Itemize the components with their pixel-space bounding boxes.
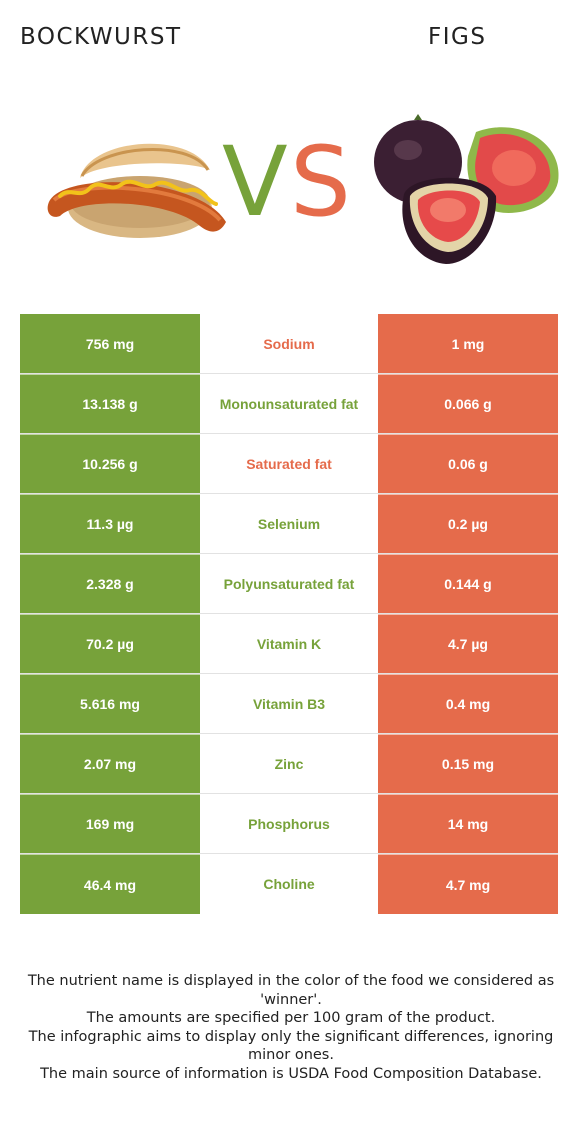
right-food-value: 14 mg (378, 794, 558, 853)
note-winner-color: The nutrient name is displayed in the co… (27, 973, 555, 1008)
figs-image (374, 114, 559, 264)
left-food-value: 11.3 µg (20, 494, 200, 553)
right-food-value: 1 mg (378, 314, 558, 373)
nutrient-name: Polyunsaturated fat (200, 554, 378, 613)
comparison-table: 756 mg Sodium 1 mg 13.138 g Monounsaturated … (20, 314, 558, 914)
right-food-title: FIGS (428, 24, 487, 50)
right-food-value: 4.7 µg (378, 614, 558, 673)
nutrient-name: Vitamin K (200, 614, 378, 673)
table-row: 5.616 mg Vitamin B3 0.4 mg (20, 674, 558, 734)
table-row: 169 mg Phosphorus 14 mg (20, 794, 558, 854)
left-food-title: BOCKWURST (20, 24, 182, 50)
table-row: 70.2 µg Vitamin K 4.7 µg (20, 614, 558, 674)
table-row: 2.328 g Polyunsaturated fat 0.144 g (20, 554, 558, 614)
table-row: 756 mg Sodium 1 mg (20, 314, 558, 374)
vs-letter-v: V (222, 126, 288, 238)
note-significant-differences: The infographic aims to display only the… (28, 1028, 554, 1064)
table-row: 11.3 µg Selenium 0.2 µg (20, 494, 558, 554)
table-row: 2.07 mg Zinc 0.15 mg (20, 734, 558, 794)
table-row: 46.4 mg Choline 4.7 mg (20, 854, 558, 914)
left-food-value: 169 mg (20, 794, 200, 853)
nutrient-name: Zinc (200, 734, 378, 793)
left-food-value: 2.07 mg (20, 734, 200, 793)
left-food-value: 756 mg (20, 314, 200, 373)
table-row: 13.138 g Monounsaturated fat 0.066 g (20, 374, 558, 434)
right-food-value: 0.2 µg (378, 494, 558, 553)
left-food-value: 10.256 g (20, 434, 200, 493)
note-data-source: The main source of information is USDA F… (40, 1065, 542, 1082)
left-food-value: 5.616 mg (20, 674, 200, 733)
vs-label: V S (222, 132, 352, 232)
note-per-100g: The amounts are specified per 100 gram o… (86, 1010, 496, 1026)
right-food-value: 4.7 mg (378, 854, 558, 914)
nutrient-name: Monounsaturated fat (200, 374, 378, 433)
nutrient-name: Choline (200, 854, 378, 914)
right-food-value: 0.144 g (378, 554, 558, 613)
left-food-value: 2.328 g (20, 554, 200, 613)
right-food-value: 0.4 mg (378, 674, 558, 733)
footer-notes: The nutrient name is displayed in the co… (18, 972, 564, 1083)
left-food-value: 13.138 g (20, 374, 200, 433)
nutrient-name: Phosphorus (200, 794, 378, 853)
left-food-value: 70.2 µg (20, 614, 200, 673)
left-food-value: 46.4 mg (20, 854, 200, 914)
nutrient-name: Selenium (200, 494, 378, 553)
right-food-value: 0.15 mg (378, 734, 558, 793)
bockwurst-in-bun-image (47, 143, 226, 238)
nutrient-name: Saturated fat (200, 434, 378, 493)
nutrient-name: Vitamin B3 (200, 674, 378, 733)
table-row: 10.256 g Saturated fat 0.06 g (20, 434, 558, 494)
right-food-value: 0.066 g (378, 374, 558, 433)
vs-letter-s: S (290, 126, 351, 238)
right-food-value: 0.06 g (378, 434, 558, 493)
nutrient-name: Sodium (200, 314, 378, 373)
